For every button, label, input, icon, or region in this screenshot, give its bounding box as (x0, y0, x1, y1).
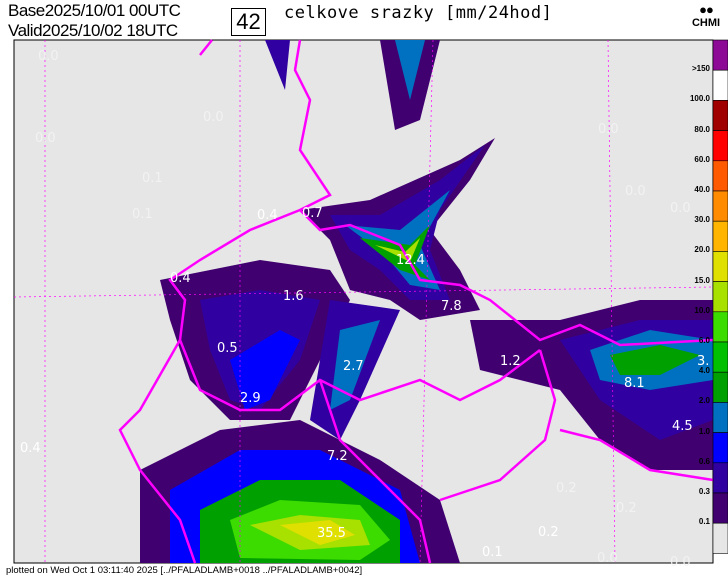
valid-label: Valid (8, 21, 43, 40)
legend-label: 0.3 (698, 487, 710, 496)
base-label: Base (8, 1, 45, 20)
map-value: 0.7 (302, 206, 323, 221)
base-time: Base2025/10/01 00UTC (8, 1, 181, 21)
map-value: 12.4 (396, 253, 425, 268)
map-value: 35.5 (317, 526, 346, 541)
base-time-value: 2025/10/01 00UTC (44, 1, 181, 20)
legend-swatch (712, 432, 728, 464)
legend-label: 60.0 (694, 154, 710, 164)
legend-label: 15.0 (694, 275, 710, 285)
grid-lines (13, 39, 714, 564)
legend-label: 0.6 (698, 456, 710, 466)
map-value: 3. (697, 354, 709, 369)
map-value: 0.4 (170, 271, 191, 286)
map-value: 0.2 (556, 481, 577, 496)
valid-time-value: 2025/10/02 18UTC (42, 21, 178, 40)
legend-swatch (712, 39, 728, 71)
map-value: 0.0 (625, 184, 646, 199)
map-value: 0.0 (38, 49, 59, 64)
legend-swatch (712, 160, 728, 192)
map-value: 0.0 (597, 551, 618, 566)
map-value: 0.2 (616, 501, 637, 516)
legend-label: >150 (691, 64, 710, 74)
legend-label: 40.0 (694, 185, 710, 194)
footer-plot-info: plotted on Wed Oct 1 03:11:40 2025 [../P… (6, 565, 363, 576)
map-value: 0.0 (670, 201, 691, 216)
legend-label: 30.0 (694, 215, 710, 225)
legend-label: 10.0 (694, 305, 710, 315)
logo-symbol-icon: ●● (699, 2, 714, 17)
map-value: 0.1 (132, 207, 153, 222)
legend-colorbar (712, 39, 728, 554)
legend-swatch (712, 492, 728, 524)
map-value: 0.2 (538, 525, 559, 540)
legend-label: 4.0 (698, 366, 710, 376)
map-value: 2.7 (343, 359, 364, 374)
legend-label: 100.0 (689, 94, 710, 104)
legend-label: 80.0 (694, 124, 710, 134)
legend-label: 20.0 (694, 245, 710, 255)
value-labels: 0.0 0.0 0.0 0.1 0.1 0.4 0.7 12.4 0.4 0.5… (20, 49, 709, 570)
map-value: 7.2 (327, 449, 348, 464)
legend-swatch (712, 341, 728, 373)
map-value: 8.1 (624, 376, 645, 391)
map-value: 0.4 (257, 208, 278, 223)
legend-swatch (712, 281, 728, 313)
chmi-logo: ●● CHMI (688, 2, 724, 29)
legend-swatch (712, 522, 728, 554)
legend-label: 6.0 (698, 336, 710, 345)
map-value: 0.0 (598, 122, 619, 137)
map-value: 0.4 (20, 441, 41, 456)
forecast-hour-box: 42 (231, 8, 266, 36)
map-value: 0.1 (142, 171, 163, 186)
map-value: 0.0 (203, 110, 224, 125)
map-value: 4.5 (672, 419, 693, 434)
map-value: 1.6 (283, 289, 304, 304)
map-value: 0.0 (670, 555, 691, 570)
legend-swatch (712, 190, 728, 222)
legend-swatch (712, 462, 728, 494)
legend-swatch (712, 100, 728, 131)
legend-swatch (712, 311, 728, 343)
legend-swatch (712, 220, 728, 252)
map-value: 0.5 (217, 341, 238, 356)
legend-swatch (712, 402, 728, 433)
country-borders (118, 39, 714, 564)
map-value: 0.0 (35, 131, 56, 146)
map-value: 1.2 (500, 354, 521, 369)
map-title: celkove srazky [mm/24hod] (284, 3, 553, 23)
legend-swatch (712, 371, 728, 403)
legend-label: 0.1 (698, 517, 710, 527)
valid-time: Valid2025/10/02 18UTC (8, 21, 178, 41)
map-value: 2.9 (240, 391, 261, 406)
logo-text: CHMI (691, 17, 721, 29)
legend-label: 1.0 (698, 426, 710, 436)
legend-swatch (712, 69, 728, 101)
map-value: 0.1 (482, 545, 503, 560)
legend-swatch (712, 251, 728, 282)
legend-label: 2.0 (698, 396, 710, 406)
map-value: 7.8 (441, 299, 462, 314)
legend-swatch (712, 130, 728, 162)
